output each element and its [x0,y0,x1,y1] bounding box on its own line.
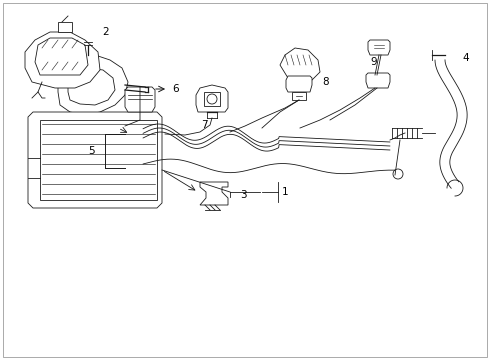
Text: 1: 1 [282,187,289,197]
Polygon shape [35,38,88,75]
Polygon shape [125,126,133,142]
Polygon shape [280,48,320,82]
Polygon shape [133,160,143,168]
Polygon shape [40,120,157,200]
Text: 9: 9 [370,57,377,67]
Text: 5: 5 [88,146,95,156]
Text: 3: 3 [240,190,246,200]
Polygon shape [204,92,220,106]
Circle shape [393,169,403,179]
Polygon shape [58,55,128,115]
Polygon shape [200,182,228,205]
Text: 6: 6 [172,84,179,94]
Polygon shape [133,130,143,138]
Polygon shape [368,40,390,55]
Polygon shape [25,32,100,88]
Polygon shape [292,92,306,100]
Polygon shape [366,73,390,88]
Text: 2: 2 [102,27,109,37]
Polygon shape [286,76,312,92]
Polygon shape [58,22,72,32]
Polygon shape [125,156,133,172]
Text: 7: 7 [201,120,207,130]
Text: 8: 8 [322,77,329,87]
Polygon shape [196,85,228,112]
Polygon shape [68,68,115,105]
Polygon shape [125,87,155,112]
Polygon shape [28,112,162,208]
Text: 4: 4 [462,53,468,63]
